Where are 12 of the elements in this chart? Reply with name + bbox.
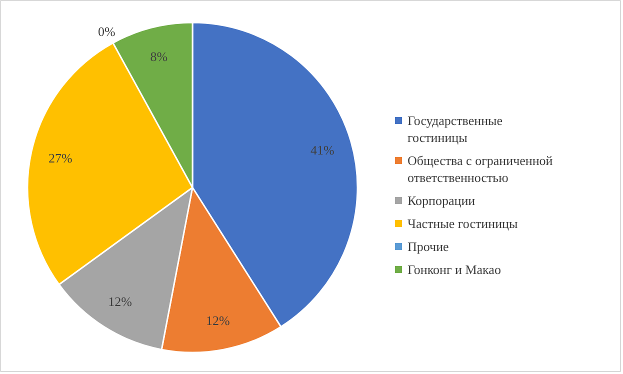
data-label: 12% [108,294,132,310]
data-label: 12% [206,312,230,328]
text: 0% [98,24,116,39]
legend-label: Прочие [408,239,450,254]
legend-label: Общества с ограниченной ответственностью [408,153,553,185]
legend-label: Частные гостиницы [408,216,518,231]
data-label: 8% [150,48,168,64]
data-label: 27% [48,150,73,166]
legend-label: Гонконг и Макао [408,262,501,277]
legend-label: Корпорации [408,193,476,208]
data-label: 41% [310,142,335,158]
legend-label: Государственные гостиницы [408,113,503,145]
